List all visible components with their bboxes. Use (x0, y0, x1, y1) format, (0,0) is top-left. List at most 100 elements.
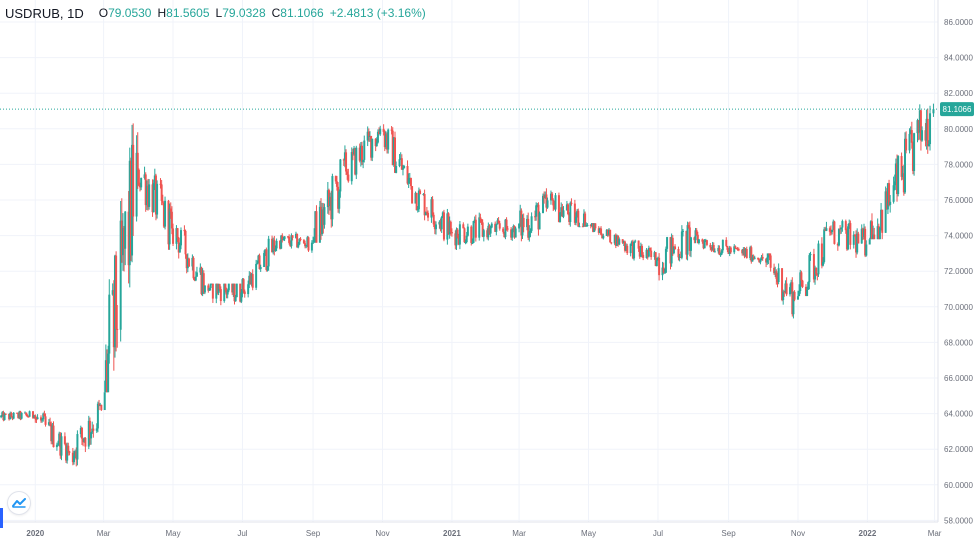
candle (685, 230, 688, 260)
candle (75, 447, 78, 467)
candle (658, 253, 661, 281)
candle (712, 242, 715, 253)
candle (919, 109, 922, 151)
candle (243, 289, 246, 298)
candle (359, 142, 362, 167)
candle (473, 216, 476, 224)
candle (865, 240, 868, 257)
candle (647, 245, 650, 258)
price-tick-label: 66.0000 (944, 374, 973, 383)
candle (202, 270, 205, 294)
time-axis[interactable]: 2020 Mar May Jul Sep Nov 2021 Mar May Jul Sep Nov 20… (0, 521, 942, 538)
candle (536, 203, 539, 208)
candle (825, 221, 828, 232)
candle (137, 168, 140, 187)
candle (741, 249, 744, 256)
candle (257, 254, 260, 264)
candle (121, 213, 124, 271)
candle (456, 228, 459, 239)
open-label: O (98, 6, 109, 20)
symbol-title[interactable]: USDRUB, 1D (5, 5, 84, 21)
candle (216, 283, 219, 295)
candle (852, 231, 855, 249)
close-value: 81.1066 (280, 6, 324, 20)
candle (19, 410, 22, 421)
candle (104, 344, 107, 393)
candle (781, 268, 784, 302)
candle (823, 227, 826, 264)
candle (663, 268, 666, 274)
candle (4, 413, 7, 415)
candle (160, 179, 163, 206)
candle (829, 225, 832, 236)
candle (281, 233, 284, 243)
candle (848, 219, 851, 229)
candle (777, 263, 780, 285)
candle (656, 256, 659, 261)
candle (913, 132, 916, 176)
time-tick-label: Nov (791, 529, 805, 538)
candle (878, 227, 881, 240)
price-axis[interactable]: 86.0000 84.0000 82.0000 80.0000 78.0000 76.00… (937, 0, 974, 525)
low-value: 79.0328 (222, 6, 266, 20)
candle (602, 233, 605, 240)
candle (653, 250, 656, 260)
candle (626, 243, 629, 255)
candle (274, 245, 277, 252)
candle (414, 191, 417, 204)
candle (597, 226, 600, 235)
candle (720, 248, 723, 256)
candle (371, 138, 374, 162)
candle (36, 414, 39, 420)
candle (450, 228, 453, 237)
candle (201, 268, 204, 297)
time-tick-label: Mar (512, 529, 526, 538)
candle (889, 195, 892, 213)
candle (589, 223, 592, 229)
time-tick-label: Jul (653, 529, 663, 538)
candle (258, 253, 261, 270)
candle (438, 220, 441, 229)
candle (674, 244, 677, 250)
candle (103, 380, 106, 411)
candle (918, 104, 921, 140)
candle (58, 431, 61, 447)
candle (458, 221, 461, 250)
candle (44, 413, 47, 427)
candle (870, 213, 873, 240)
candle (241, 278, 244, 298)
candle (120, 198, 123, 263)
candle (897, 155, 900, 197)
candle (193, 277, 196, 282)
time-tick-label: Nov (375, 529, 389, 538)
candle (42, 412, 45, 422)
candle (211, 283, 214, 303)
candle (411, 185, 414, 204)
price-tick-label: 68.0000 (944, 338, 973, 347)
candle (465, 231, 468, 244)
time-tick-label: May (581, 529, 596, 538)
candle (378, 127, 381, 135)
candle (462, 222, 465, 229)
candle (679, 251, 682, 259)
time-tick-label: Jul (237, 529, 247, 538)
candle (11, 416, 14, 421)
candle (761, 253, 764, 261)
candle (0, 415, 3, 419)
candle (191, 254, 194, 271)
candle (329, 192, 332, 211)
candle (896, 154, 899, 202)
candle (464, 239, 467, 245)
candle (304, 240, 307, 249)
candle (630, 240, 633, 246)
candle (136, 132, 139, 189)
candle (726, 245, 729, 253)
candle (185, 254, 188, 274)
candle (634, 239, 637, 244)
candle (900, 152, 903, 181)
chart-grid (0, 0, 938, 522)
tradingview-logo-button[interactable] (8, 492, 30, 514)
candle (670, 233, 673, 267)
candle (320, 198, 323, 240)
